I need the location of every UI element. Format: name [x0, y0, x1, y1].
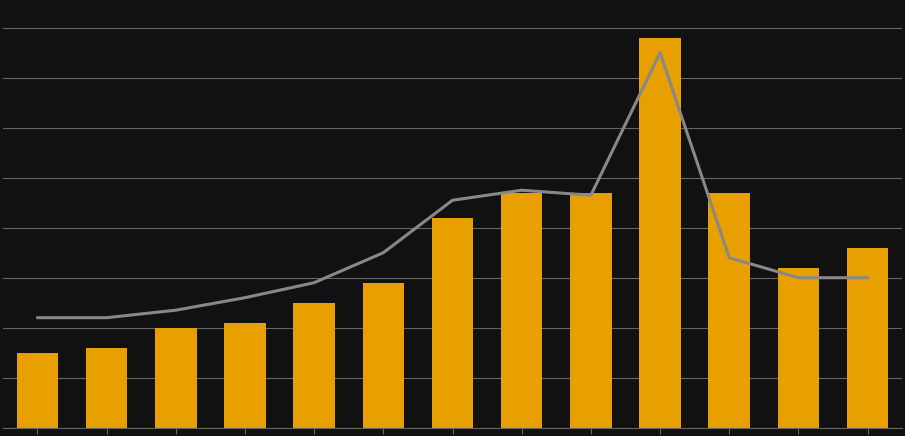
Bar: [16, 353, 58, 428]
Bar: [155, 328, 196, 428]
Bar: [570, 193, 612, 428]
Bar: [224, 323, 266, 428]
Bar: [777, 268, 819, 428]
Bar: [709, 193, 750, 428]
Bar: [432, 218, 473, 428]
Bar: [86, 347, 128, 428]
Bar: [501, 193, 542, 428]
Bar: [847, 248, 889, 428]
Bar: [293, 303, 335, 428]
Bar: [639, 38, 681, 428]
Bar: [363, 283, 404, 428]
